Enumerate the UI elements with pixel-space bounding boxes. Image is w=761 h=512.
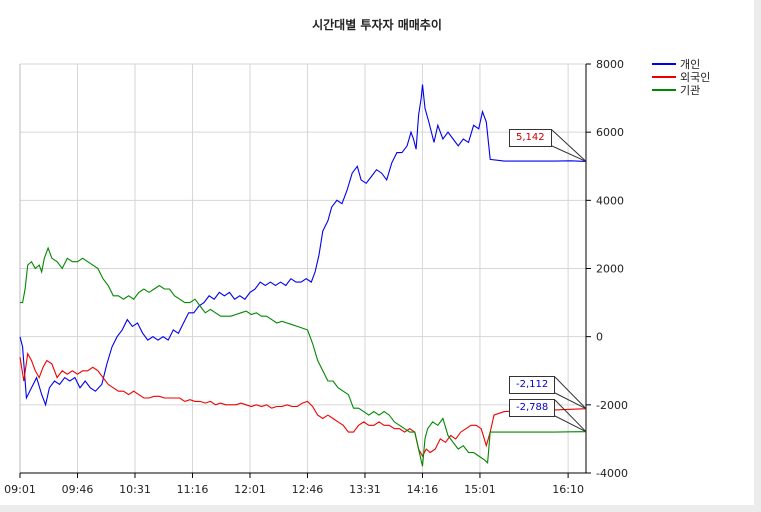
end-value-label-institution: -2,788	[509, 399, 556, 417]
y-tick-label: 8000	[596, 58, 624, 71]
series-line-foreign	[19, 352, 587, 458]
x-tick-label: 09:01	[4, 483, 36, 496]
legend-swatch-individual	[652, 62, 676, 65]
callout-leader-individual	[551, 129, 587, 162]
chart-title: 시간대별 투자자 매매추이	[312, 18, 442, 32]
callout-leader-institution	[554, 399, 587, 433]
end-value-label-individual: 5,142	[509, 129, 552, 147]
x-tick-label: 16:10	[552, 483, 584, 496]
legend-label-individual: 개인	[680, 57, 701, 71]
x-tick-label: 12:46	[292, 483, 324, 496]
x-tick-label: 14:16	[407, 483, 439, 496]
y-tick-label: 0	[596, 331, 603, 344]
callout-leader-foreign	[554, 376, 587, 410]
legend-item-foreign: 외국인	[652, 70, 711, 84]
chart-panel	[0, 0, 754, 505]
legend-label-institution: 기관	[680, 83, 701, 97]
y-tick-label: 6000	[596, 126, 624, 139]
x-tick-label: 09:46	[62, 483, 94, 496]
callout-leaders	[551, 129, 587, 433]
legend-item-individual: 개인	[652, 57, 710, 71]
y-tick-label: 2000	[596, 263, 624, 276]
legend: 개인 외국인 기관	[652, 57, 711, 97]
y-tick-label: -4000	[596, 467, 628, 480]
x-tick-label: 11:16	[177, 483, 209, 496]
legend-item-institution: 기관	[652, 83, 710, 97]
series-lines	[19, 84, 587, 467]
x-tick-label: 12:01	[234, 483, 266, 496]
legend-swatch-foreign	[652, 75, 676, 78]
x-tick-label: 15:01	[464, 483, 496, 496]
legend-label-foreign: 외국인	[680, 70, 711, 84]
end-value-label-foreign: -2,112	[509, 376, 556, 394]
series-line-institution	[20, 246, 587, 467]
axes: 8000 6000 4000 2000 0 -2000 -4000 09:01 09:46 10:…	[4, 58, 628, 496]
y-tick-label: -2000	[596, 399, 628, 412]
x-tick-label: 10:31	[119, 483, 151, 496]
x-tick-label: 13:31	[349, 483, 381, 496]
legend-swatch-institution	[652, 88, 676, 91]
y-tick-label: 4000	[596, 194, 624, 207]
grid	[19, 63, 586, 474]
